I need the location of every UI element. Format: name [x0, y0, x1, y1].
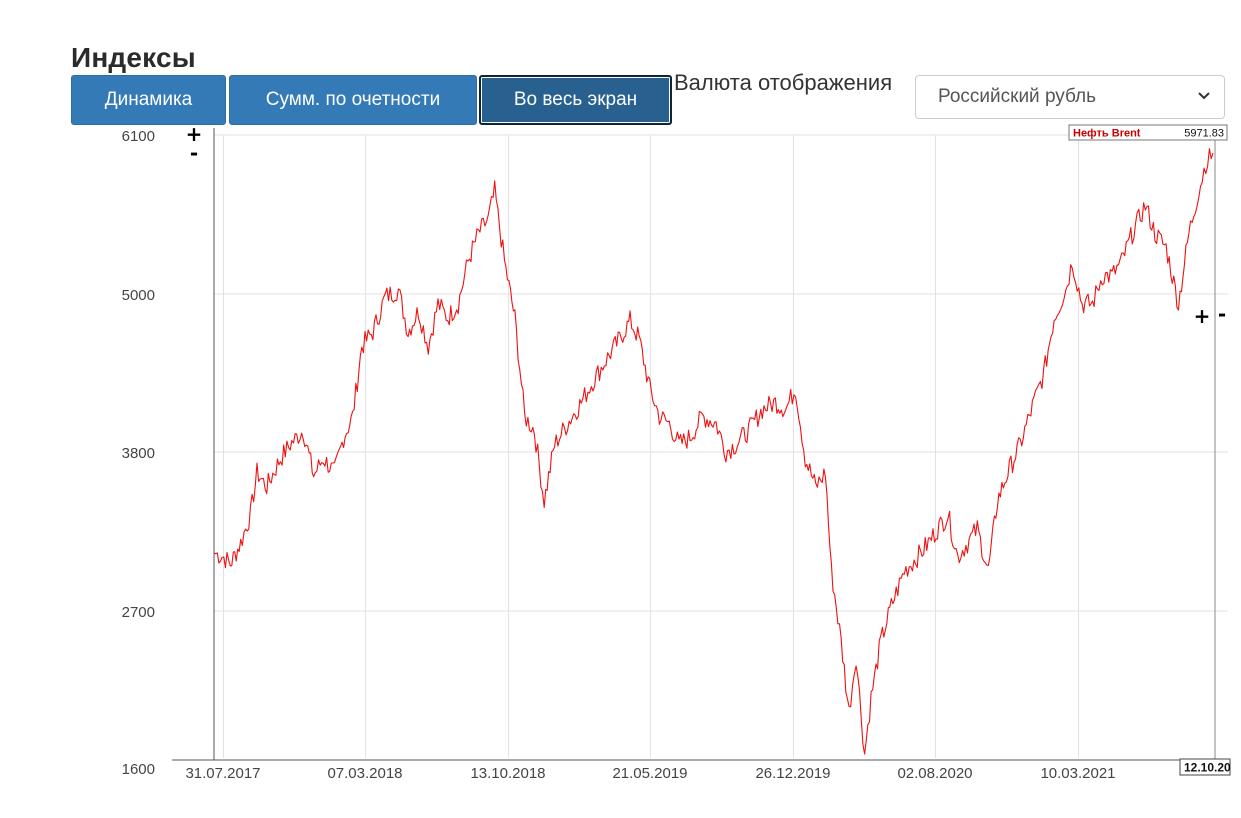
tooltip-series-name: Нефть Brent — [1073, 128, 1141, 140]
x-tick-label: 02.08.2020 — [897, 765, 972, 782]
y-tick-label: 2700 — [122, 604, 155, 621]
date-badge-box — [1179, 758, 1231, 776]
dynamics-button[interactable]: Динамика — [71, 75, 226, 125]
zoom-out-x-button[interactable]: - — [1218, 302, 1226, 326]
x-tick-label: 07.03.2018 — [327, 765, 402, 782]
y-tick-label: 5000 — [122, 287, 155, 304]
zoom-in-x-button[interactable]: + — [1194, 304, 1211, 328]
zoom-out-y-button[interactable]: - — [190, 141, 198, 165]
tooltip-value: 5971.83 — [1184, 128, 1224, 140]
y-tick-label: 3800 — [122, 445, 155, 462]
x-tick-label: 21.05.2019 — [612, 765, 687, 782]
x-tick-label: 31.07.2017 — [185, 765, 260, 782]
x-tick-label: 26.12.2019 — [755, 765, 830, 782]
fullscreen-button[interactable]: Во весь экран — [479, 75, 672, 125]
series-line-brent — [213, 148, 1214, 755]
x-tick-label: 13.10.2018 — [470, 765, 545, 782]
currency-select-value: Российский рубль — [938, 86, 1097, 107]
tooltip-box — [1068, 124, 1228, 141]
date-badge-label: 12.10.20 — [1184, 761, 1231, 775]
chevron-down-icon — [1198, 92, 1210, 100]
y-tick-label: 1600 — [122, 761, 155, 778]
currency-select[interactable]: Российский рубль — [915, 75, 1225, 119]
sum-by-quarter-button[interactable]: Сумм. по очетности — [229, 75, 477, 125]
y-tick-label: 6100 — [122, 128, 155, 145]
page-title: Индексы — [71, 42, 196, 73]
x-tick-label: 10.03.2021 — [1040, 765, 1115, 782]
currency-label: Валюта отображения — [674, 70, 893, 95]
zoom-in-y-button[interactable]: + — [186, 122, 203, 146]
